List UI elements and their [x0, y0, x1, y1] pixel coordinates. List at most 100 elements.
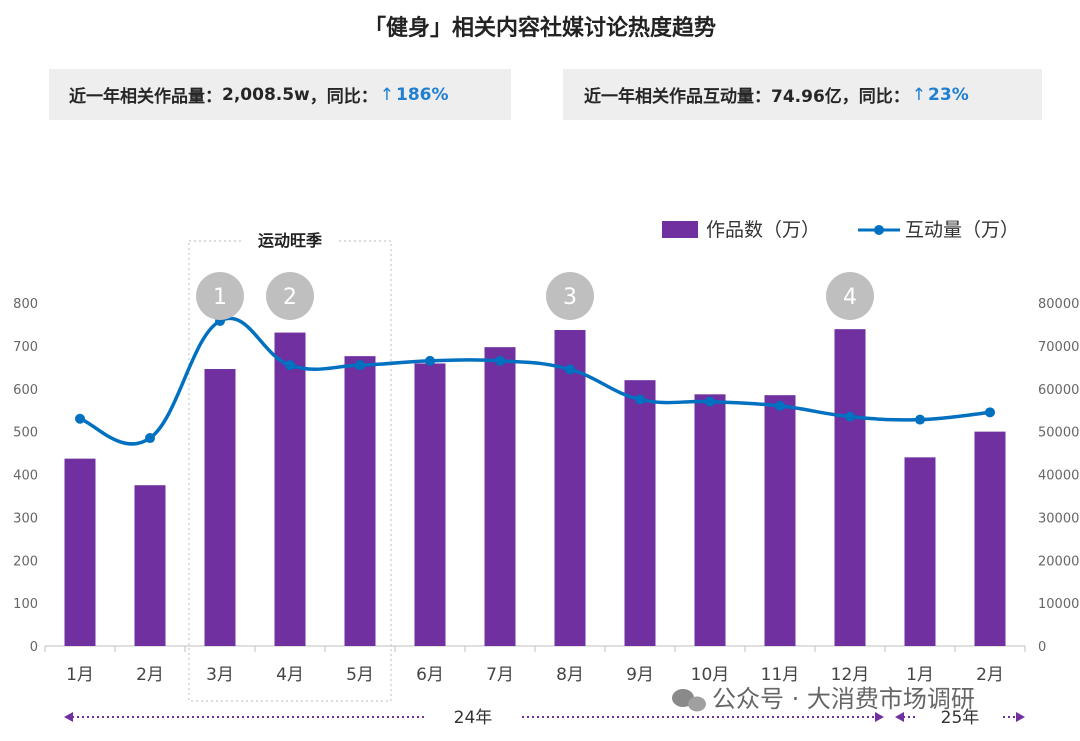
badge-number: 3	[563, 285, 577, 310]
kpi-interaction-card: 近一年相关作品互动量： 74.96亿 ，同比： ↑ 23%	[563, 69, 1042, 120]
line-point	[915, 414, 925, 425]
up-arrow-icon: ↑	[911, 84, 927, 105]
y-left-tick-label: 600	[13, 383, 38, 398]
bar	[414, 363, 446, 646]
y-right-tick-label: 60000	[1038, 383, 1079, 398]
line-point	[985, 407, 995, 418]
legend-bar-label: 作品数（万）	[706, 219, 820, 241]
kpi-works-label: 近一年相关作品量：	[69, 87, 222, 107]
line-point	[145, 433, 155, 444]
axes: 0 100 200 300 400 500 600 700 800 0 10000 20000 3000…	[13, 297, 1079, 685]
line-point	[285, 360, 295, 371]
kpi-interaction-value: 74.96亿	[771, 87, 842, 107]
wechat-icon-small	[688, 696, 706, 712]
kpi-interaction-sep: ，同比：	[841, 87, 910, 107]
kpi-works-sep: ，同比：	[309, 87, 378, 107]
y-left-tick-label: 300	[13, 511, 38, 526]
bar	[834, 329, 866, 646]
bar	[904, 457, 936, 646]
badge-circle	[196, 272, 244, 320]
x-tick-label: 8月	[556, 665, 584, 685]
bar	[554, 330, 586, 646]
year-label: 25年	[941, 708, 980, 728]
y-left-tick-label: 500	[13, 426, 38, 441]
bar	[64, 458, 96, 646]
arrow-left-icon	[64, 712, 73, 722]
bar	[694, 394, 726, 646]
line-point	[425, 355, 435, 366]
y-right-tick-label: 20000	[1038, 554, 1079, 569]
x-tick-label: 6月	[416, 665, 444, 685]
badge-number: 2	[283, 285, 297, 310]
watermark-text: 公众号 · 大消费市场调研	[712, 685, 975, 713]
line-point	[705, 396, 715, 407]
x-tick-label: 9月	[626, 665, 654, 685]
bar	[974, 431, 1006, 646]
badge-number: 1	[213, 285, 227, 310]
bar	[134, 485, 166, 646]
x-tick-label: 7月	[486, 665, 514, 685]
y-right-tick-label: 70000	[1038, 340, 1079, 355]
line-point	[635, 394, 645, 405]
arrow-right-icon	[875, 712, 884, 722]
y-left-tick-label: 200	[13, 554, 38, 569]
y-right-tick-label: 30000	[1038, 511, 1079, 526]
legend-line-label: 互动量（万）	[905, 219, 1019, 241]
kpi-interaction-change: 23%	[928, 84, 969, 105]
season-label-background	[244, 232, 336, 250]
season-label: 运动旺季	[258, 231, 323, 250]
bar	[344, 356, 376, 646]
bar-series	[64, 329, 1006, 646]
kpi-interaction-label: 近一年相关作品互动量：	[584, 87, 771, 107]
kpi-works-value: 2,008.5w	[222, 84, 310, 105]
watermark: 公众号 · 大消费市场调研	[672, 685, 975, 713]
x-tick-label: 1月	[906, 665, 934, 685]
line-point	[565, 364, 575, 375]
x-tick-label: 1月	[66, 665, 94, 685]
year-label: 24年	[454, 708, 493, 728]
x-tick-label: 3月	[206, 665, 234, 685]
x-tick-label: 11月	[761, 665, 800, 685]
kpi-works-card: 近一年相关作品量： 2,008.5w ，同比： ↑ 186%	[49, 69, 511, 120]
x-tick-label: 2月	[976, 665, 1004, 685]
badges: 1 2 3 4	[196, 272, 874, 320]
bar	[764, 395, 796, 646]
y-left-tick-label: 800	[13, 297, 38, 312]
line-point	[355, 360, 365, 371]
y-right-tick-label: 80000	[1038, 297, 1079, 312]
y-right-tick-label: 10000	[1038, 597, 1079, 612]
x-tick-label: 5月	[346, 665, 374, 685]
arrow-right-icon	[1016, 712, 1025, 722]
up-arrow-icon: ↑	[379, 84, 395, 105]
y-right-tick-label: 50000	[1038, 426, 1079, 441]
badge-number: 4	[843, 285, 857, 310]
y-right-tick-label: 0	[1038, 640, 1046, 655]
bar	[204, 369, 236, 646]
legend-bar-swatch	[662, 221, 698, 238]
legend-line-marker	[874, 225, 884, 235]
x-tick-label: 10月	[691, 665, 730, 685]
year-indicators: 24年 25年	[64, 708, 1025, 728]
line-point	[495, 355, 505, 366]
arrow-left-icon	[895, 712, 904, 722]
bar	[624, 380, 656, 646]
bar	[274, 332, 306, 646]
bar	[484, 347, 516, 646]
line-point	[775, 400, 785, 411]
x-tick-label: 12月	[831, 665, 870, 685]
y-right-tick-label: 40000	[1038, 469, 1079, 484]
interaction-line	[79, 316, 991, 446]
chart-title: 「健身」相关内容社媒讨论热度趋势	[363, 16, 716, 41]
line-point	[845, 411, 855, 422]
x-tick-label: 2月	[136, 665, 164, 685]
badge-circle	[266, 272, 314, 320]
badge-circle	[546, 272, 594, 320]
y-left-tick-label: 400	[13, 469, 38, 484]
y-left-tick-label: 0	[30, 640, 38, 655]
y-left-tick-label: 700	[13, 340, 38, 355]
kpi-works-change: 186%	[396, 84, 449, 105]
x-tick-label: 4月	[276, 665, 304, 685]
line-point	[75, 413, 85, 424]
y-left-tick-label: 100	[13, 597, 38, 612]
